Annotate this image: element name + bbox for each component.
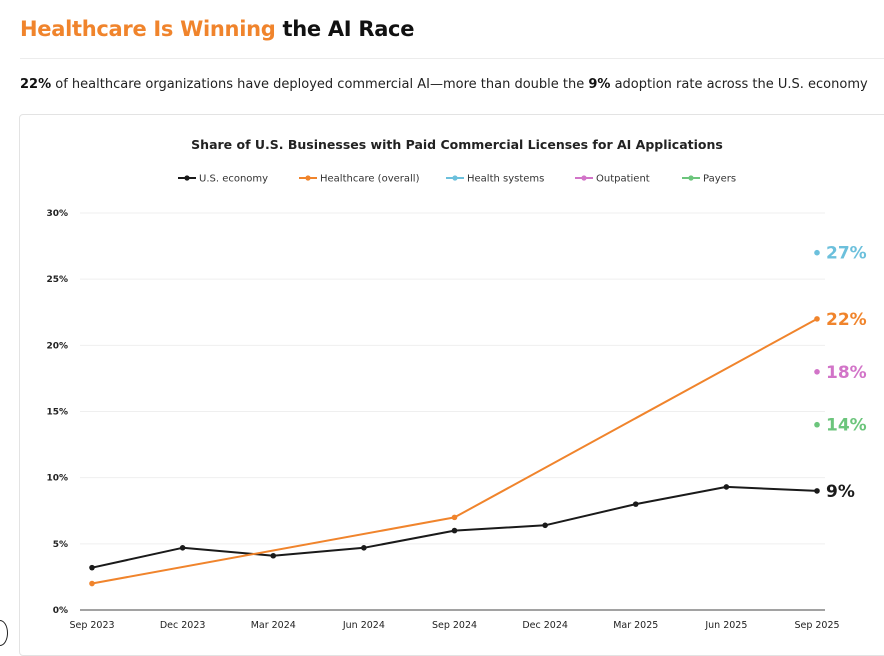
data-point-economy bbox=[361, 545, 367, 551]
data-point-healthcare bbox=[451, 514, 458, 521]
page-title: Healthcare Is Winning the AI Race bbox=[20, 17, 414, 41]
x-tick-label: Mar 2024 bbox=[251, 620, 296, 631]
x-tick-label: Sep 2024 bbox=[432, 620, 477, 631]
page-title-rest: the AI Race bbox=[282, 17, 415, 41]
data-point-economy bbox=[451, 527, 458, 534]
x-tick-label: Dec 2024 bbox=[522, 620, 568, 631]
legend-label-outpatient: Outpatient bbox=[596, 174, 650, 185]
y-tick-label: 10% bbox=[46, 474, 68, 484]
y-tick-label: 20% bbox=[46, 341, 68, 351]
data-point-healthcare bbox=[89, 580, 95, 587]
data-point-healthcare bbox=[814, 316, 820, 322]
x-tick-label: Sep 2023 bbox=[69, 620, 114, 631]
legend-label-payers: Payers bbox=[703, 174, 736, 185]
legend-marker-economy bbox=[184, 175, 190, 181]
data-point-economy bbox=[89, 564, 95, 571]
legend-label-healthcare: Healthcare (overall) bbox=[320, 174, 420, 185]
subtitle-economy-pct: 9% bbox=[588, 77, 611, 92]
x-tick-label: Jun 2024 bbox=[342, 620, 385, 631]
legend-marker-health_systems bbox=[452, 175, 458, 181]
x-tick-label: Jun 2025 bbox=[704, 620, 747, 631]
y-tick-label: 5% bbox=[53, 540, 68, 550]
data-point-economy bbox=[814, 488, 820, 494]
subtitle-healthcare-pct: 22% bbox=[20, 77, 52, 92]
legend-marker-outpatient bbox=[581, 175, 587, 181]
edge-fragment bbox=[0, 620, 8, 646]
chart-card: Share of U.S. Businesses with Paid Comme… bbox=[19, 114, 884, 656]
subtitle-text-2: adoption rate across the U.S. economy bbox=[614, 77, 868, 92]
y-tick-label: 25% bbox=[46, 275, 68, 285]
data-point-economy bbox=[723, 484, 730, 490]
legend-marker-payers bbox=[688, 175, 694, 181]
page-title-accent: Healthcare Is Winning bbox=[20, 17, 276, 41]
series-line-economy bbox=[91, 485, 818, 569]
data-point-payers bbox=[814, 421, 820, 428]
end-label-payers: 14% bbox=[826, 416, 867, 436]
legend-marker-healthcare bbox=[305, 175, 311, 181]
x-tick-label: Mar 2025 bbox=[613, 620, 658, 631]
header-divider bbox=[20, 58, 884, 59]
y-tick-label: 30% bbox=[46, 209, 68, 219]
data-point-economy bbox=[270, 552, 277, 559]
x-tick-label: Sep 2025 bbox=[794, 620, 839, 631]
end-label-health_systems: 27% bbox=[826, 244, 867, 264]
chart-title: Share of U.S. Businesses with Paid Comme… bbox=[191, 137, 723, 152]
data-point-economy bbox=[542, 522, 548, 529]
legend-label-economy: U.S. economy bbox=[199, 174, 268, 185]
data-point-health_systems bbox=[814, 249, 820, 256]
y-tick-label: 0% bbox=[53, 606, 68, 616]
page-subtitle: 22% of healthcare organizations have dep… bbox=[20, 77, 868, 92]
x-tick-label: Dec 2023 bbox=[160, 620, 206, 631]
line-chart: Share of U.S. Businesses with Paid Comme… bbox=[46, 137, 867, 631]
subtitle-text-1: of healthcare organizations have deploye… bbox=[55, 77, 585, 92]
legend-label-health_systems: Health systems bbox=[467, 174, 544, 185]
data-point-outpatient bbox=[814, 369, 820, 375]
y-tick-label: 15% bbox=[46, 408, 68, 418]
end-label-outpatient: 18% bbox=[826, 363, 867, 383]
data-point-economy bbox=[632, 501, 639, 507]
end-label-economy: 9% bbox=[826, 482, 855, 502]
end-label-healthcare: 22% bbox=[826, 310, 867, 330]
data-point-economy bbox=[179, 545, 186, 551]
